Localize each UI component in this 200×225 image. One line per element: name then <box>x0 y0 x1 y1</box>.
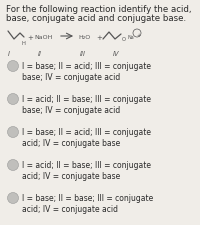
Circle shape <box>8 160 18 171</box>
Text: acid; IV = conjugate base: acid; IV = conjugate base <box>22 138 120 147</box>
Text: II: II <box>38 51 42 57</box>
Circle shape <box>8 94 18 105</box>
Text: Na: Na <box>128 35 135 40</box>
Text: III: III <box>80 51 86 57</box>
Text: O: O <box>122 37 126 42</box>
Text: H: H <box>22 41 25 46</box>
Text: base; IV = conjugate acid: base; IV = conjugate acid <box>22 73 120 82</box>
Circle shape <box>8 193 18 204</box>
Text: base, conjugate acid and conjugate base.: base, conjugate acid and conjugate base. <box>6 14 186 23</box>
Text: I = base; II = acid; III = conjugate: I = base; II = acid; III = conjugate <box>22 127 151 136</box>
Text: For the following reaction identify the acid,: For the following reaction identify the … <box>6 5 192 14</box>
Text: NaOH: NaOH <box>34 35 52 40</box>
Text: IV: IV <box>113 51 120 57</box>
Text: +: + <box>96 35 102 41</box>
Text: base; IV = conjugate acid: base; IV = conjugate acid <box>22 106 120 115</box>
Text: acid; IV = conjugate acid: acid; IV = conjugate acid <box>22 204 118 213</box>
Text: +: + <box>136 33 141 38</box>
Circle shape <box>8 127 18 138</box>
Text: I: I <box>8 51 10 57</box>
Text: I = base; II = acid; III = conjugate: I = base; II = acid; III = conjugate <box>22 62 151 71</box>
Text: I = base; II = base; III = conjugate: I = base; II = base; III = conjugate <box>22 193 153 202</box>
Text: acid; IV = conjugate base: acid; IV = conjugate base <box>22 171 120 180</box>
Text: I = acid; II = base; III = conjugate: I = acid; II = base; III = conjugate <box>22 160 151 169</box>
Circle shape <box>8 61 18 72</box>
Text: +: + <box>27 35 33 41</box>
Text: H₂O: H₂O <box>78 35 90 40</box>
Text: I = acid; II = base; III = conjugate: I = acid; II = base; III = conjugate <box>22 94 151 104</box>
